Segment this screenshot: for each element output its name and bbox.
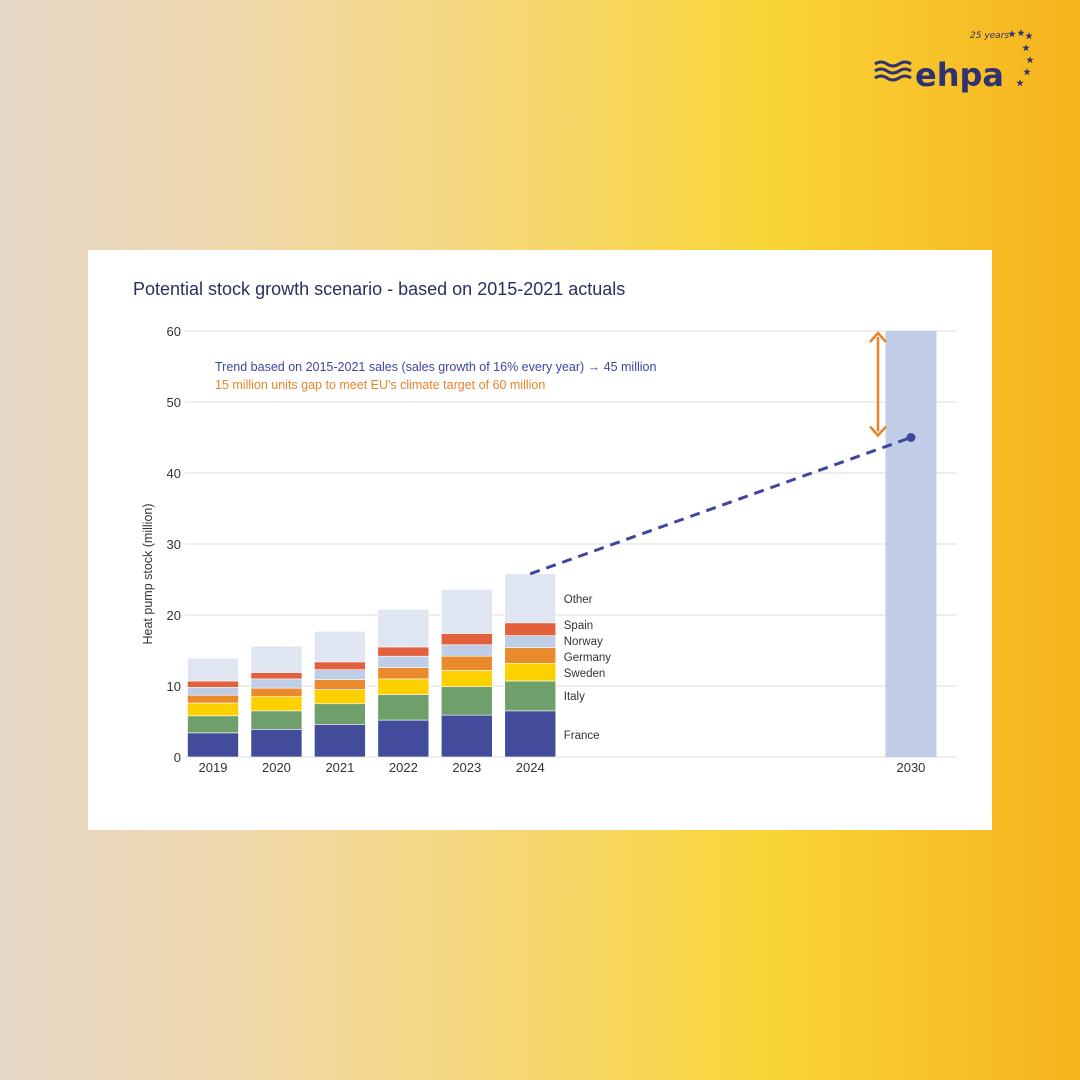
- bar-spain-2024: [504, 622, 557, 636]
- trend-annotation: Trend based on 2015-2021 sales (sales gr…: [215, 360, 657, 374]
- y-tick-label: 40: [167, 466, 181, 481]
- x-tick-label: 2020: [262, 760, 291, 775]
- bar-sweden-2022: [377, 678, 430, 695]
- logo-wordmark: ehpa: [915, 56, 1004, 94]
- bar-france-2021: [314, 724, 366, 758]
- bar-germany-2020: [250, 687, 303, 697]
- series-label-france: France: [564, 730, 600, 742]
- series-label-italy: Italy: [564, 691, 585, 703]
- bar-germany-2019: [187, 694, 239, 704]
- y-tick-label: 30: [167, 537, 181, 552]
- series-label-spain: Spain: [564, 620, 593, 632]
- ehpa-logo: ehpa 25 years: [874, 29, 1034, 94]
- bar-spain-2022: [377, 646, 430, 657]
- series-label-other: Other: [564, 594, 593, 606]
- bar-italy-2019: [187, 715, 239, 734]
- bar-italy-2020: [250, 710, 303, 730]
- bar-sweden-2021: [314, 689, 366, 705]
- y-tick-label: 20: [167, 608, 181, 623]
- bar-other-2023: [440, 589, 493, 634]
- bar-other-2024: [504, 573, 557, 624]
- bar-italy-2022: [377, 694, 430, 721]
- bar-norway-2023: [440, 644, 493, 657]
- series-label-sweden: Sweden: [564, 668, 606, 680]
- y-axis-label: Heat pump stock (million): [141, 503, 155, 644]
- gap-arrow-head-top: [869, 331, 887, 343]
- bar-germany-2022: [377, 667, 430, 680]
- bar-other-2020: [250, 645, 303, 673]
- bar-sweden-2023: [440, 670, 493, 688]
- bar-germany-2023: [440, 655, 493, 671]
- bar-france-2024: [504, 710, 557, 758]
- bar-france-2023: [440, 714, 493, 758]
- bar-france-2020: [250, 729, 303, 758]
- logo-badge: 25 years: [970, 31, 1009, 41]
- x-tick-label: 2019: [199, 760, 228, 775]
- bar-sweden-2024: [504, 662, 557, 682]
- bar-spain-2020: [250, 672, 303, 680]
- bar-spain-2021: [314, 661, 366, 670]
- bar-norway-2020: [250, 678, 303, 689]
- trend-endpoint: [906, 433, 916, 442]
- x-tick-label: 2021: [325, 760, 354, 775]
- bar-sweden-2019: [187, 702, 239, 717]
- series-label-norway: Norway: [564, 636, 603, 648]
- x-tick-label: 2022: [389, 760, 418, 775]
- bar-italy-2023: [440, 686, 493, 716]
- gap-arrow-head-bottom: [869, 425, 887, 438]
- x-tick-label: 2024: [516, 760, 545, 775]
- trend-line: [529, 436, 912, 576]
- bar-germany-2021: [314, 679, 366, 690]
- bar-sweden-2020: [250, 696, 303, 712]
- star-icon: [1017, 29, 1025, 37]
- bar-other-2021: [314, 631, 366, 663]
- y-tick-label: 60: [167, 324, 181, 339]
- bar-germany-2024: [504, 647, 557, 664]
- gap-annotation: 15 million units gap to meet EU's climat…: [215, 378, 546, 392]
- star-icon: [1023, 68, 1031, 76]
- bar-france-2019: [187, 732, 239, 758]
- y-tick-label: 0: [174, 750, 181, 765]
- bar-france-2022: [377, 719, 430, 758]
- bar-italy-2024: [504, 680, 557, 712]
- x-tick-label: 2030: [896, 760, 925, 775]
- y-tick-label: 50: [167, 395, 181, 410]
- star-icon: [1008, 30, 1016, 38]
- chart-title: Potential stock growth scenario - based …: [133, 279, 626, 299]
- bar-norway-2024: [504, 635, 557, 648]
- star-icon: [1025, 32, 1033, 40]
- bar-norway-2019: [187, 687, 239, 696]
- star-icon: [1026, 56, 1034, 64]
- bar-spain-2023: [440, 633, 493, 646]
- star-icon: [1022, 44, 1030, 52]
- bar-norway-2021: [314, 669, 366, 680]
- star-icon: [1016, 79, 1024, 87]
- bar-norway-2022: [377, 655, 430, 668]
- target-bar-2030: [885, 331, 937, 757]
- y-tick-label: 10: [167, 679, 181, 694]
- bar-other-2022: [377, 609, 430, 648]
- eu-stars-icon: [1008, 29, 1034, 87]
- bar-other-2019: [187, 658, 239, 682]
- x-tick-label: 2023: [452, 760, 481, 775]
- bar-italy-2021: [314, 703, 366, 725]
- series-label-germany: Germany: [564, 652, 612, 664]
- bar-spain-2019: [187, 680, 239, 688]
